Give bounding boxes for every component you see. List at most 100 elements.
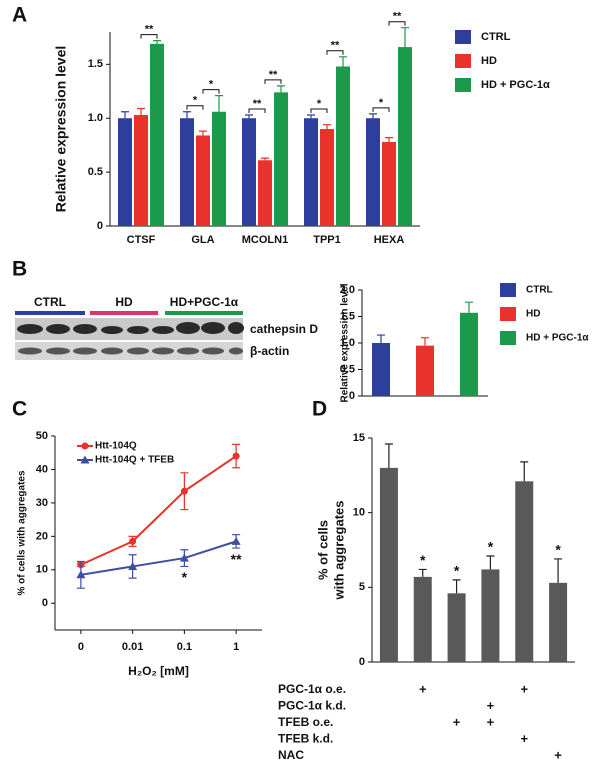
x-tick-label: 0.1	[177, 641, 192, 653]
legend-marker	[80, 455, 90, 464]
significance-bracket	[140, 34, 158, 39]
y-tick-label: 0	[359, 656, 365, 668]
significance-label: **	[253, 98, 262, 110]
blot-band-label: cathepsin D	[250, 322, 318, 336]
condition-mark: +	[520, 731, 528, 746]
significance-label: *	[193, 95, 198, 107]
legend-swatch	[455, 30, 471, 44]
bar	[515, 481, 534, 662]
error-bar	[307, 114, 315, 119]
y-tick-label: 50	[36, 430, 48, 442]
x-axis-label: H₂O₂ [mM]	[128, 664, 189, 678]
bar	[460, 312, 478, 396]
y-tick-label: 0	[349, 390, 355, 402]
blot-band-label: β-actin	[250, 344, 289, 358]
error-bar	[465, 301, 473, 313]
error-bar	[486, 555, 495, 570]
blot-group-label: HD	[115, 295, 133, 309]
condition-label: TFEB k.d.	[278, 732, 333, 746]
error-bar	[452, 579, 461, 594]
significance-bracket	[372, 107, 390, 112]
condition-label: PGC-1α o.e.	[278, 682, 346, 696]
error-bar	[369, 113, 377, 119]
blot-bands	[17, 322, 244, 334]
marker	[180, 487, 188, 495]
legend-label: Htt-104Q	[95, 441, 137, 452]
error-bar	[215, 94, 223, 112]
blot-group-label: HD+PGC-1α	[170, 295, 239, 309]
blot-group-label: CTRL	[34, 295, 66, 309]
significance-label: *	[555, 542, 561, 558]
marker	[232, 452, 240, 460]
legend-swatch	[455, 54, 471, 68]
legend-marker	[81, 442, 89, 450]
bar	[180, 118, 194, 226]
bar	[258, 160, 272, 226]
condition-mark: +	[419, 681, 427, 696]
legend-label: HD	[481, 55, 497, 67]
error-bar	[418, 568, 427, 577]
y-tick-label: 20	[36, 530, 48, 542]
error-bar	[520, 461, 529, 482]
x-tick-label: 1	[233, 641, 239, 653]
series-line	[80, 455, 237, 566]
error-bar	[554, 558, 563, 583]
significance-label: **	[331, 40, 340, 52]
significance-bracket	[202, 89, 220, 94]
legend-label: Htt-104Q + TFEB	[95, 455, 174, 466]
bar	[118, 118, 132, 226]
legend-label: HD + PGC-1α	[481, 79, 550, 91]
series-line	[80, 540, 237, 576]
bar	[366, 118, 380, 226]
y-tick-label: 0	[97, 220, 103, 232]
error-bar	[245, 114, 253, 119]
significance-bracket	[388, 21, 406, 26]
error-bar	[421, 337, 429, 346]
y-axis-label: % of cells	[315, 520, 330, 580]
bar	[150, 43, 164, 226]
legend-label: HD + PGC-1α	[526, 333, 589, 344]
panel-letter: C	[12, 398, 27, 421]
blot-bands	[18, 347, 243, 355]
western-blot	[15, 318, 244, 360]
condition-mark: +	[520, 681, 528, 696]
bar	[398, 47, 412, 226]
marker	[128, 561, 138, 570]
error-bar	[261, 157, 269, 161]
significance-label: *	[488, 539, 494, 555]
x-tick-label: MCOLN1	[242, 234, 288, 246]
condition-label: NAC	[278, 748, 304, 762]
marker	[76, 570, 86, 579]
condition-mark: +	[453, 714, 461, 729]
legend-swatch	[500, 331, 516, 345]
x-tick-label: 0.01	[122, 641, 143, 653]
bar	[134, 114, 148, 226]
y-axis-label: with aggregates	[331, 501, 346, 601]
bar	[549, 582, 568, 662]
y-tick-label: 10	[36, 564, 48, 576]
legend-label: CTRL	[481, 31, 511, 43]
significance-bracket	[248, 108, 266, 113]
bar	[413, 576, 432, 662]
marker	[179, 553, 189, 562]
x-tick-label: 0	[78, 641, 84, 653]
marker	[231, 536, 241, 545]
y-tick-label: 10	[353, 507, 365, 519]
bar	[481, 569, 500, 662]
y-tick-label: 5	[359, 581, 365, 593]
bar	[447, 593, 466, 662]
marker	[129, 537, 137, 545]
y-tick-label: 0	[42, 597, 48, 609]
panel-letter: A	[12, 4, 27, 27]
error-bar	[339, 56, 347, 67]
y-tick-label: 2.0	[340, 284, 355, 296]
legend-label: HD	[526, 309, 540, 320]
significance-label: **	[231, 551, 242, 567]
error-bar	[199, 130, 207, 136]
x-tick-label: GLA	[191, 234, 214, 246]
y-tick-label: 1.0	[88, 112, 103, 124]
error-bar	[277, 85, 285, 93]
significance-bracket	[264, 79, 282, 84]
bar	[416, 345, 434, 396]
